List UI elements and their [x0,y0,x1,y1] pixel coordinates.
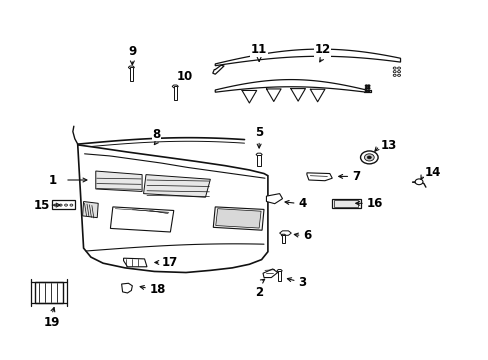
Circle shape [54,204,57,206]
Text: 14: 14 [424,166,440,179]
Polygon shape [213,207,264,230]
Polygon shape [282,235,284,243]
Text: 8: 8 [152,127,161,140]
Text: 2: 2 [255,286,263,299]
Text: 9: 9 [128,45,136,58]
Polygon shape [172,85,178,88]
Text: 17: 17 [161,256,178,269]
Text: 6: 6 [303,229,311,242]
Polygon shape [266,194,282,204]
Circle shape [365,87,366,89]
Text: 18: 18 [149,283,165,296]
Text: 7: 7 [351,170,359,183]
Polygon shape [281,234,285,236]
Circle shape [414,179,422,185]
Bar [331,199,360,208]
Circle shape [364,154,373,161]
Polygon shape [279,231,291,235]
Circle shape [64,204,67,206]
Circle shape [365,90,366,91]
Polygon shape [123,258,147,267]
Polygon shape [256,153,262,156]
Polygon shape [143,175,210,197]
Circle shape [366,156,370,159]
Circle shape [365,85,366,86]
Polygon shape [276,270,282,272]
Text: 1: 1 [48,174,57,186]
Circle shape [367,85,369,86]
Polygon shape [215,209,261,228]
Bar [333,200,357,207]
Polygon shape [215,80,366,92]
Polygon shape [278,271,281,282]
Text: 10: 10 [176,69,192,82]
Text: 12: 12 [314,43,330,56]
Polygon shape [306,173,331,181]
Polygon shape [215,49,400,66]
Polygon shape [82,202,98,218]
Text: 5: 5 [254,126,263,139]
Polygon shape [263,269,277,278]
Polygon shape [96,171,142,192]
Polygon shape [122,283,132,293]
Text: 16: 16 [366,197,382,210]
Polygon shape [257,154,260,166]
Circle shape [70,204,73,206]
Polygon shape [128,66,134,69]
Text: 11: 11 [250,43,267,56]
Polygon shape [173,86,177,100]
Circle shape [367,90,369,91]
Text: 3: 3 [298,276,305,289]
FancyBboxPatch shape [52,201,75,210]
Circle shape [360,151,377,164]
Bar [35,282,63,303]
Polygon shape [129,67,133,81]
Text: 13: 13 [380,139,396,152]
Text: 4: 4 [298,197,306,210]
Circle shape [59,204,62,206]
Text: 19: 19 [43,316,60,329]
Polygon shape [78,145,267,273]
Polygon shape [110,207,173,232]
Circle shape [367,87,369,89]
Text: 15: 15 [34,199,50,212]
